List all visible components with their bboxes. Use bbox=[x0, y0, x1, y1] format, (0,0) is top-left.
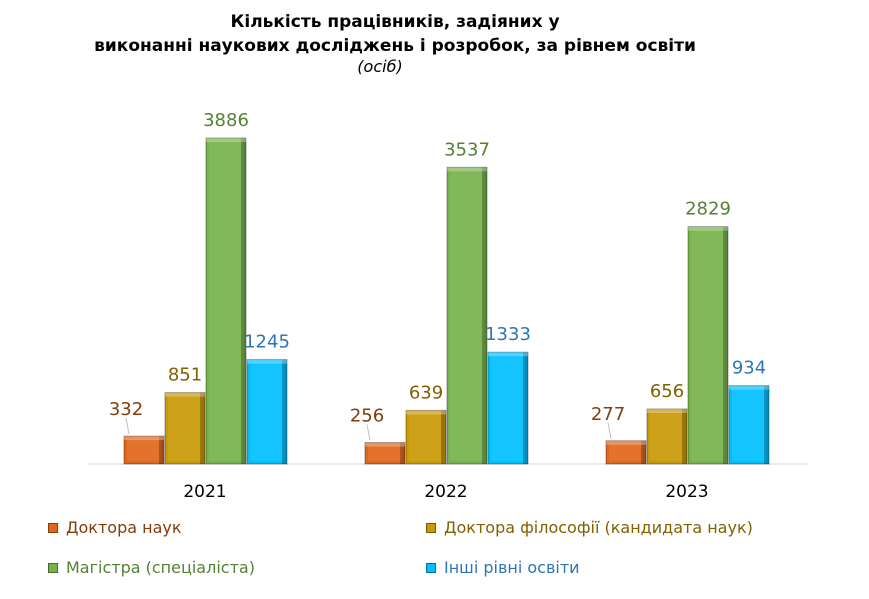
bar bbox=[646, 408, 688, 465]
bar-shade bbox=[441, 410, 446, 464]
data-label: 656 bbox=[650, 381, 684, 402]
bar-bevel bbox=[691, 229, 725, 461]
chart-subtitle: (осіб) bbox=[357, 57, 403, 76]
data-label: 1245 bbox=[244, 332, 290, 353]
data-label: 3537 bbox=[444, 139, 490, 160]
legend-label: Інші рівні освіти bbox=[444, 558, 580, 577]
x-tick-label: 2022 bbox=[424, 482, 467, 502]
bar-highlight bbox=[729, 385, 769, 390]
bar-highlight bbox=[688, 226, 728, 231]
bar bbox=[605, 440, 647, 465]
legend-swatch bbox=[426, 562, 436, 573]
bar-bevel bbox=[209, 141, 243, 461]
bar-bevel bbox=[491, 355, 525, 461]
legend-label: Магістра (спеціаліста) bbox=[66, 558, 255, 577]
bar-shade bbox=[523, 352, 528, 464]
leader-line bbox=[607, 422, 612, 439]
bar-highlight bbox=[247, 359, 287, 364]
bar-shade bbox=[282, 359, 287, 464]
x-tick-label: 2021 bbox=[183, 482, 226, 502]
bar-highlight bbox=[647, 408, 687, 413]
bar bbox=[164, 392, 206, 465]
bar bbox=[487, 351, 529, 465]
bar-bevel bbox=[250, 362, 284, 461]
data-label: 851 bbox=[168, 365, 202, 386]
bar-highlight bbox=[206, 138, 246, 142]
bar-shade bbox=[241, 138, 246, 464]
bar-highlight bbox=[447, 167, 487, 172]
bar-bevel bbox=[732, 388, 766, 461]
bar-bevel bbox=[609, 443, 643, 461]
data-label: 934 bbox=[732, 358, 766, 379]
bar bbox=[205, 137, 247, 465]
bar-shade bbox=[400, 442, 405, 464]
bar-highlight bbox=[165, 392, 205, 397]
legend-item-1: Доктора філософії (кандидата наук) bbox=[426, 518, 753, 537]
bar-shade bbox=[764, 385, 769, 464]
bar bbox=[123, 435, 165, 465]
bar-highlight bbox=[124, 436, 164, 441]
data-label: 2829 bbox=[685, 199, 731, 220]
bar-highlight bbox=[406, 410, 446, 415]
bar-shade bbox=[159, 436, 164, 464]
bar bbox=[405, 409, 447, 465]
legend-label: Доктора філософії (кандидата наук) bbox=[444, 518, 753, 537]
bar-bevel bbox=[127, 439, 161, 461]
bar bbox=[728, 385, 770, 465]
legend-item-2: Магістра (спеціаліста) bbox=[48, 558, 255, 577]
data-label: 639 bbox=[409, 382, 443, 403]
data-label: 3886 bbox=[203, 110, 249, 131]
legend-item-3: Інші рівні освіти bbox=[426, 558, 580, 577]
bar bbox=[246, 359, 288, 465]
bar-bevel bbox=[368, 445, 402, 461]
data-label: 277 bbox=[591, 404, 625, 425]
bar-shade bbox=[200, 392, 205, 464]
bar-highlight bbox=[488, 352, 528, 357]
chart-title-line2: виконанні наукових досліджень і розробок… bbox=[94, 36, 696, 56]
bar-shade bbox=[682, 408, 687, 464]
bar-bevel bbox=[450, 170, 484, 461]
bar bbox=[687, 226, 729, 465]
legend-item-0: Доктора наук bbox=[48, 518, 182, 537]
leader-line bbox=[125, 418, 130, 435]
bar-bevel bbox=[650, 411, 684, 461]
legend-label: Доктора наук bbox=[66, 518, 182, 537]
data-label: 332 bbox=[109, 399, 143, 420]
bar-bevel bbox=[168, 395, 202, 461]
legend-swatch bbox=[48, 522, 58, 533]
bar-bevel bbox=[409, 413, 443, 461]
legend-swatch bbox=[48, 562, 58, 573]
data-label: 256 bbox=[350, 406, 384, 427]
bar-highlight bbox=[365, 442, 405, 447]
bar-shade bbox=[641, 440, 646, 464]
chart-title-line1: Кількість працівників, задіяних у bbox=[230, 12, 560, 32]
bar-highlight bbox=[606, 440, 646, 445]
bar bbox=[446, 166, 488, 465]
bar-shade bbox=[482, 167, 487, 464]
x-tick-label: 2023 bbox=[665, 482, 708, 502]
leader-line bbox=[366, 424, 371, 441]
bar bbox=[364, 442, 406, 465]
data-label: 1333 bbox=[485, 324, 531, 345]
bar-shade bbox=[723, 226, 728, 464]
legend-swatch bbox=[426, 522, 436, 533]
